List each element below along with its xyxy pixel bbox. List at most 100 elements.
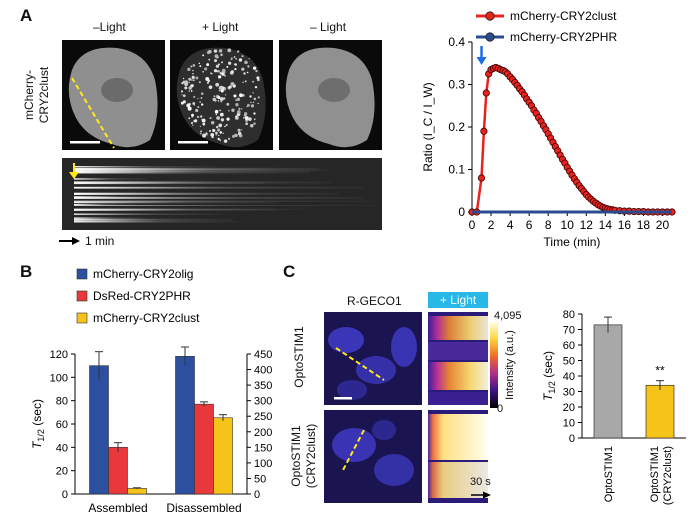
speckle xyxy=(190,90,193,92)
speckle xyxy=(201,118,206,123)
category-label: Disassembled xyxy=(166,501,241,515)
speckle xyxy=(208,58,211,61)
speckle xyxy=(187,106,192,111)
y-tick-label: 50 xyxy=(563,356,575,368)
speckle xyxy=(192,64,196,67)
speckle xyxy=(209,117,212,120)
speckle xyxy=(187,67,191,71)
speckle xyxy=(219,139,221,141)
y-tick-label: 40 xyxy=(563,371,575,383)
speckle xyxy=(197,106,200,109)
speckle xyxy=(217,128,221,131)
speckle xyxy=(182,94,186,98)
speckle xyxy=(252,101,255,104)
speckle xyxy=(192,73,194,75)
y-tick-label-left: 60 xyxy=(56,419,68,431)
speckle xyxy=(210,72,213,75)
x-tick-label: 0 xyxy=(469,218,476,232)
speckle xyxy=(215,113,218,116)
speckle xyxy=(230,70,234,74)
speckle xyxy=(253,118,256,121)
speckle xyxy=(228,61,232,65)
x-tick-label: 10 xyxy=(561,218,575,232)
speckle xyxy=(206,81,210,85)
speckle xyxy=(184,86,188,90)
speckle xyxy=(197,97,199,100)
y-tick-label-right: 350 xyxy=(254,380,272,392)
speckle xyxy=(191,122,193,124)
speckle xyxy=(181,94,183,96)
micrograph-minus-light-2 xyxy=(279,40,382,150)
speckle xyxy=(230,58,233,61)
y-tick-label: 0.1 xyxy=(448,163,465,177)
speckle xyxy=(202,54,205,57)
speckle xyxy=(221,61,223,64)
speckle xyxy=(219,131,223,134)
speckle xyxy=(182,77,185,80)
kymograph-streak xyxy=(74,181,264,185)
speckle xyxy=(242,116,245,119)
y-tick-label-right: 150 xyxy=(254,442,272,454)
y-tick-label-left: 80 xyxy=(56,396,68,408)
kymograph-optostim1 xyxy=(428,312,488,405)
speckle xyxy=(190,78,193,81)
series-line-1 xyxy=(472,66,672,214)
speckle xyxy=(206,63,210,67)
x-tick-label: 12 xyxy=(580,218,594,232)
speckle xyxy=(217,100,220,102)
y-tick-label: 0 xyxy=(569,433,575,445)
arrow-right-icon-c xyxy=(471,491,491,499)
speckle xyxy=(193,95,196,98)
kymograph-streak xyxy=(74,208,302,210)
speckle xyxy=(234,133,238,138)
speckle xyxy=(247,117,252,121)
speckle xyxy=(196,115,200,119)
speckle xyxy=(218,89,221,92)
speckle xyxy=(198,62,201,65)
y-tick-label: 0 xyxy=(458,205,465,219)
speckle xyxy=(242,81,244,84)
speckle xyxy=(231,134,235,138)
speckle xyxy=(238,107,241,110)
speckle xyxy=(188,81,190,84)
speckle xyxy=(241,129,243,131)
speckle xyxy=(212,97,217,102)
bar-chart-b: 0 20 40 60 80 100 120 0 50 100 150 200 250 300 350 400 4… xyxy=(30,267,272,515)
speckle xyxy=(238,58,243,62)
legend-label-1: mCherry-CRY2olig xyxy=(93,267,193,281)
speckle xyxy=(199,65,202,68)
category-label: OptoSTIM1 xyxy=(603,446,615,502)
speckle xyxy=(192,79,195,82)
y-tick-label: 70 xyxy=(563,325,575,337)
arrow-right-icon xyxy=(59,237,80,245)
colorbar-label: Intensity (a.u.) xyxy=(500,325,522,405)
speckle xyxy=(235,103,239,107)
speckle xyxy=(245,122,249,126)
speckle xyxy=(192,102,196,105)
speckle xyxy=(226,117,230,121)
micrograph-optostim1 xyxy=(324,312,422,405)
bar-chart-c: 0 10 20 30 40 50 60 70 80 T1/2 (sec) OptoSTIM1 Opto… xyxy=(541,309,686,505)
legend-label-2: DsRed-CRY2PHR xyxy=(93,289,191,303)
speckle xyxy=(235,99,238,101)
kymograph-streak xyxy=(74,170,313,172)
bar xyxy=(213,417,233,495)
colorbar xyxy=(490,322,498,408)
colorbar-label-text: Intensity (a.u.) xyxy=(504,330,516,400)
y-tick-label-left: 40 xyxy=(56,442,68,454)
speckle xyxy=(191,116,193,118)
speckle xyxy=(237,51,239,53)
speckle xyxy=(212,128,216,133)
speckle xyxy=(190,65,193,68)
bar xyxy=(175,356,195,495)
kymograph-streak xyxy=(74,197,363,199)
speckle xyxy=(252,66,257,70)
speckle xyxy=(225,123,228,126)
speckle xyxy=(195,76,199,80)
data-point xyxy=(482,89,490,97)
speckle xyxy=(191,75,195,79)
significance-annotation: ** xyxy=(655,364,665,378)
category-label: OptoSTIM1(CRY2clust) xyxy=(649,446,674,505)
speckle xyxy=(219,112,224,117)
speckle xyxy=(218,123,223,128)
